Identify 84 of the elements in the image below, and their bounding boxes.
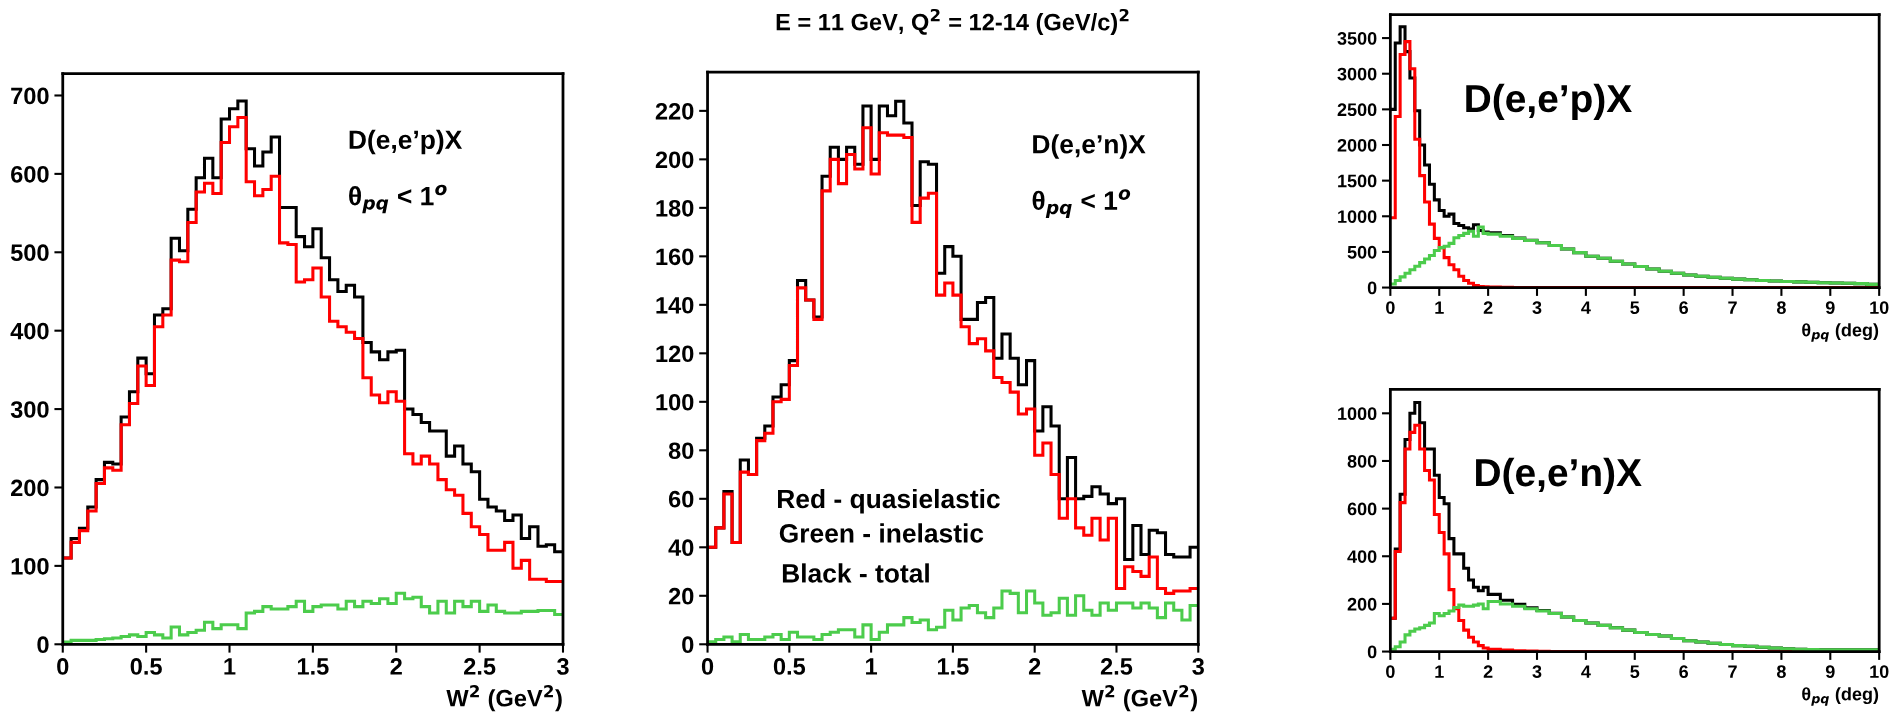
y-tick-label: 500 bbox=[1347, 245, 1377, 259]
y-tick-label: 3500 bbox=[1337, 32, 1377, 45]
x-axis-title: W$^{2}$ (GeV$^{2}$) bbox=[446, 685, 562, 712]
x-tick-label: 7 bbox=[1728, 665, 1737, 678]
y-tick-label: 400 bbox=[1347, 550, 1377, 563]
x-tick-label: 9 bbox=[1825, 301, 1835, 315]
x-tick-label: 8 bbox=[1776, 665, 1786, 679]
x-tick-label: 1 bbox=[224, 658, 236, 675]
x-tick-label: 4 bbox=[1581, 301, 1591, 314]
x-axis-title: θ$_{pq}$ (deg) bbox=[1802, 323, 1879, 342]
y-tick-label: 0 bbox=[1367, 645, 1377, 659]
y-tick-label: 40 bbox=[668, 539, 694, 557]
annotation: θ$_{pq}$ < 1$^{o}$ bbox=[349, 184, 447, 214]
y-tick-label: 500 bbox=[10, 244, 49, 262]
y-tick-label: 1500 bbox=[1338, 174, 1377, 188]
x-tick-label: 8 bbox=[1776, 301, 1786, 315]
y-tick-label: 220 bbox=[655, 102, 694, 120]
x-tick-label: 1 bbox=[1435, 665, 1444, 678]
annotation: Green - inelastic bbox=[779, 523, 984, 543]
y-tick-label: 120 bbox=[656, 345, 694, 363]
x-tick-label: 1 bbox=[866, 658, 878, 675]
y-tick-label: 200 bbox=[655, 151, 694, 169]
x-tick-label: 2 bbox=[1483, 665, 1493, 678]
x-tick-label: 0.5 bbox=[130, 658, 162, 675]
x-tick-label: 2 bbox=[390, 658, 402, 675]
x-tick-label: 1.5 bbox=[937, 658, 969, 675]
x-tick-label: 6 bbox=[1679, 301, 1689, 315]
x-tick-label: 2 bbox=[1483, 301, 1493, 314]
y-tick-label: 1000 bbox=[1338, 407, 1377, 421]
y-tick-label: 300 bbox=[10, 401, 49, 418]
x-tick-label: 0 bbox=[1386, 301, 1395, 315]
x-tick-label: 10 bbox=[1870, 301, 1889, 315]
y-tick-label: 2000 bbox=[1337, 138, 1377, 152]
annotation: Black - total bbox=[782, 563, 929, 583]
y-tick-label: 600 bbox=[11, 165, 49, 183]
y-tick-label: 200 bbox=[11, 479, 49, 497]
y-tick-label: 200 bbox=[1347, 597, 1377, 611]
x-tick-label: 4 bbox=[1581, 665, 1591, 678]
chart-title: E = 11 GeV, Q$^{2}$ = 12-14 (GeV/c)$^{2}$ bbox=[776, 8, 1129, 36]
annotation: D(e,e’n)X bbox=[1476, 457, 1642, 495]
y-tick-label: 3000 bbox=[1337, 67, 1377, 81]
x-tick-label: 0 bbox=[1386, 665, 1395, 679]
x-tick-label: 3 bbox=[1532, 301, 1542, 315]
x-tick-label: 5 bbox=[1630, 665, 1640, 679]
x-tick-label: 0 bbox=[57, 658, 69, 675]
x-tick-label: 10 bbox=[1870, 665, 1889, 679]
y-tick-label: 160 bbox=[656, 248, 694, 266]
y-tick-label: 0 bbox=[1367, 281, 1377, 295]
y-tick-label: 400 bbox=[10, 322, 49, 340]
y-tick-label: 800 bbox=[1347, 454, 1377, 468]
x-tick-label: 3 bbox=[1192, 658, 1204, 675]
x-tick-label: 1 bbox=[1435, 301, 1444, 314]
x-tick-label: 0.5 bbox=[773, 658, 806, 675]
y-tick-label: 100 bbox=[656, 393, 694, 411]
y-tick-label: 80 bbox=[668, 442, 694, 460]
annotation: θ$_{pq}$ < 1$^{o}$ bbox=[1032, 189, 1131, 218]
y-tick-label: 100 bbox=[11, 557, 49, 575]
x-tick-label: 3 bbox=[1532, 665, 1542, 679]
y-tick-label: 700 bbox=[11, 87, 49, 105]
y-tick-label: 0 bbox=[682, 636, 694, 654]
annotation: D(e,e’p)X bbox=[1466, 83, 1632, 121]
y-tick-label: 1000 bbox=[1338, 210, 1377, 223]
x-tick-label: 2 bbox=[1028, 658, 1041, 675]
y-tick-label: 2500 bbox=[1337, 103, 1377, 117]
x-tick-label: 7 bbox=[1728, 301, 1737, 314]
x-tick-label: 9 bbox=[1825, 665, 1835, 679]
y-tick-label: 0 bbox=[37, 636, 49, 654]
x-tick-label: 3 bbox=[556, 658, 569, 675]
annotation: D(e,e’p)X bbox=[349, 129, 463, 155]
y-tick-label: 180 bbox=[656, 199, 694, 217]
y-tick-label: 140 bbox=[656, 296, 694, 314]
x-tick-label: 2.5 bbox=[464, 658, 496, 675]
x-tick-label: 5 bbox=[1630, 301, 1640, 315]
annotation: D(e,e’n)X bbox=[1033, 134, 1146, 159]
x-tick-label: 6 bbox=[1679, 665, 1689, 679]
y-tick-label: 60 bbox=[668, 490, 694, 508]
y-tick-label: 600 bbox=[1347, 502, 1377, 516]
x-tick-label: 0 bbox=[701, 658, 714, 675]
y-tick-label: 20 bbox=[668, 587, 694, 605]
x-tick-label: 1.5 bbox=[297, 658, 329, 675]
x-axis-title: W$^{2}$ (GeV$^{2}$) bbox=[1081, 685, 1198, 712]
annotation: Red - quasielastic bbox=[778, 488, 1000, 514]
x-axis-title: θ$_{pq}$ (deg) bbox=[1802, 687, 1879, 706]
x-tick-label: 2.5 bbox=[1100, 658, 1133, 675]
